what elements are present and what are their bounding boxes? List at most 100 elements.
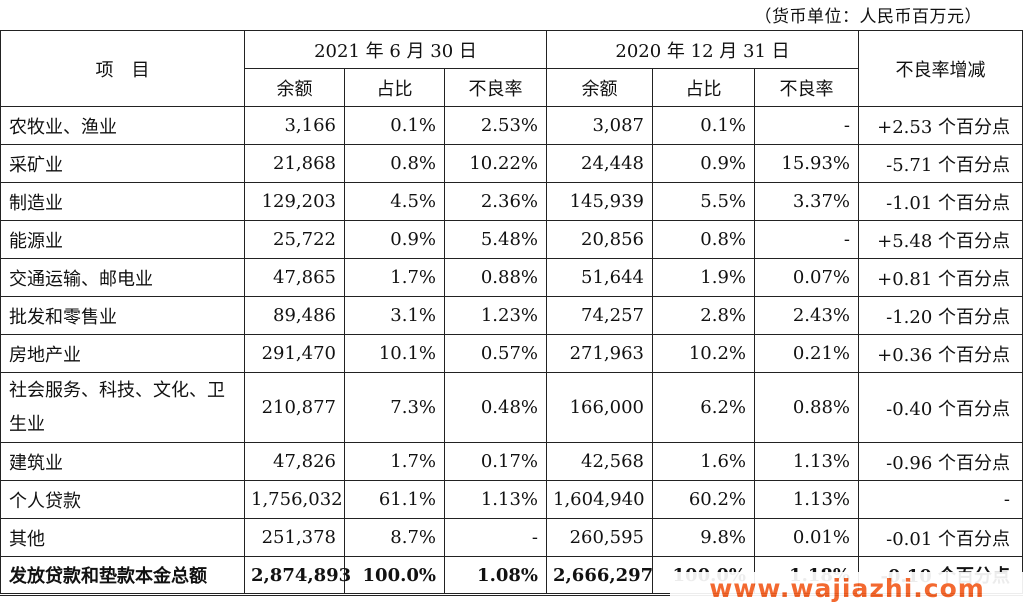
currency-unit-note: （货币单位：人民币百万元）	[754, 7, 982, 27]
npl-2021: 0.17%	[444, 442, 547, 481]
balance-2021: 25,722	[244, 220, 345, 259]
table-row: 制造业 129,203 4.5% 2.36% 145,939 5.5% 3.37…	[0, 182, 1024, 221]
npl-header: 不良率	[444, 68, 547, 107]
npl-2020: -	[753, 106, 860, 145]
row-name: 社会服务、科技、文化、卫生业	[0, 372, 245, 443]
balance-2020: 42,568	[546, 442, 653, 481]
share-2020: 0.1%	[652, 106, 755, 145]
row-name: 农牧业、渔业	[0, 106, 245, 145]
share-2021: 1.7%	[344, 258, 445, 297]
npl-2020: 0.88%	[753, 372, 860, 443]
share-2020: 1.9%	[652, 258, 755, 297]
npl-change: -0.40 个百分点	[858, 372, 1024, 443]
npl-2021: 1.13%	[444, 480, 547, 519]
balance-2021: 1,756,032	[244, 480, 345, 519]
npl-2021: 1.23%	[444, 296, 547, 335]
share-2021: 8.7%	[344, 518, 445, 557]
balance-2021: 47,865	[244, 258, 345, 297]
row-name: 批发和零售业	[0, 296, 245, 335]
row-name: 能源业	[0, 220, 245, 259]
period2-header: 2020 年 12 月 31 日	[545, 30, 860, 69]
row-name: 制造业	[0, 182, 245, 221]
share-2021: 0.1%	[344, 106, 445, 145]
table-row: 农牧业、渔业 3,166 0.1% 2.53% 3,087 0.1% - +2.…	[0, 106, 1024, 145]
table-row: 建筑业 47,826 1.7% 0.17% 42,568 1.6% 1.13% …	[0, 442, 1024, 481]
balance-2020: 51,644	[546, 258, 653, 297]
balance-2021: 210,877	[244, 372, 345, 443]
npl-change: -	[858, 480, 1024, 519]
share-2020: 5.5%	[652, 182, 755, 221]
balance-2020: 74,257	[546, 296, 653, 335]
balance-2020: 20,856	[546, 220, 653, 259]
share-2021: 61.1%	[344, 480, 445, 519]
total-balance-2020: 2,666,297	[546, 556, 653, 596]
table-row: 批发和零售业 89,486 3.1% 1.23% 74,257 2.8% 2.4…	[0, 296, 1024, 335]
balance-2020: 166,000	[546, 372, 653, 443]
row-name: 交通运输、邮电业	[0, 258, 245, 297]
share-2020: 6.2%	[652, 372, 755, 443]
npl-change: -0.01 个百分点	[858, 518, 1024, 557]
share-2020: 10.2%	[652, 334, 755, 373]
npl-2020: 1.13%	[753, 442, 860, 481]
table-row: 能源业 25,722 0.9% 5.48% 20,856 0.8% - +5.4…	[0, 220, 1024, 259]
balance-2021: 251,378	[244, 518, 345, 557]
row-name: 建筑业	[0, 442, 245, 481]
npl-change: +0.36 个百分点	[858, 334, 1024, 373]
npl-2021: 2.36%	[444, 182, 547, 221]
table-row: 其他 251,378 8.7% - 260,595 9.8% 0.01% -0.…	[0, 518, 1024, 557]
total-balance-2021: 2,874,893	[244, 556, 351, 596]
balance-2020: 271,963	[546, 334, 653, 373]
row-name: 采矿业	[0, 144, 245, 183]
row-name: 房地产业	[0, 334, 245, 373]
npl-2020: 0.01%	[753, 518, 860, 557]
npl-2020: 0.07%	[753, 258, 860, 297]
npl-change: +2.53 个百分点	[858, 106, 1024, 145]
row-name: 其他	[0, 518, 245, 557]
npl-2020: -	[753, 220, 860, 259]
share-2021: 3.1%	[344, 296, 445, 335]
table-row: 房地产业 291,470 10.1% 0.57% 271,963 10.2% 0…	[0, 334, 1024, 373]
npl-2020: 0.21%	[753, 334, 860, 373]
balance-2020: 260,595	[546, 518, 653, 557]
npl-2021: 0.57%	[444, 334, 547, 373]
balance-2021: 21,868	[244, 144, 345, 183]
npl-2021: 2.53%	[444, 106, 547, 145]
npl-2021: 5.48%	[444, 220, 547, 259]
npl-change: -1.01 个百分点	[858, 182, 1024, 221]
share-2021: 7.3%	[344, 372, 445, 443]
share-2020: 0.9%	[652, 144, 755, 183]
header-row-2: 余额 占比 不良率 余额 占比 不良率	[1, 68, 1023, 107]
share-2020: 0.8%	[652, 220, 755, 259]
npl-2021: 0.48%	[444, 372, 547, 443]
share-2020: 9.8%	[652, 518, 755, 557]
balance-2021: 47,826	[244, 442, 345, 481]
npl-change: +5.48 个百分点	[858, 220, 1024, 259]
balance-2020: 24,448	[546, 144, 653, 183]
share-2020: 60.2%	[652, 480, 755, 519]
total-npl-2021: 1.08%	[444, 556, 547, 596]
balance-header: 余额	[546, 68, 653, 107]
balance-2021: 291,470	[244, 334, 345, 373]
share-2021: 0.9%	[344, 220, 445, 259]
npl-change: -5.71 个百分点	[858, 144, 1024, 183]
npl-2021: -	[444, 518, 547, 557]
npl-change: -1.20 个百分点	[858, 296, 1024, 335]
npl-2020: 15.93%	[753, 144, 860, 183]
table-row: 个人贷款 1,756,032 61.1% 1.13% 1,604,940 60.…	[0, 480, 1024, 519]
npl-2021: 10.22%	[444, 144, 547, 183]
share-2021: 1.7%	[344, 442, 445, 481]
total-share-2021: 100.0%	[344, 556, 445, 596]
table-row: 采矿业 21,868 0.8% 10.22% 24,448 0.9% 15.93…	[0, 144, 1024, 183]
share-2021: 4.5%	[344, 182, 445, 221]
share-2020: 2.8%	[652, 296, 755, 335]
share-2021: 10.1%	[344, 334, 445, 373]
npl-change: -0.96 个百分点	[858, 442, 1024, 481]
npl-2020: 3.37%	[753, 182, 860, 221]
npl-2020: 1.13%	[753, 480, 860, 519]
header-row-1: 项 目 2021 年 6 月 30 日 2020 年 12 月 31 日 不良率…	[0, 30, 1024, 107]
balance-header: 余额	[244, 68, 345, 107]
loan-industry-table: 项 目 2021 年 6 月 30 日 2020 年 12 月 31 日 不良率…	[0, 30, 1024, 596]
table-row: 社会服务、科技、文化、卫生业 210,877 7.3% 0.48% 166,00…	[0, 372, 1024, 443]
share-header: 占比	[652, 68, 755, 107]
balance-2021: 129,203	[244, 182, 345, 221]
